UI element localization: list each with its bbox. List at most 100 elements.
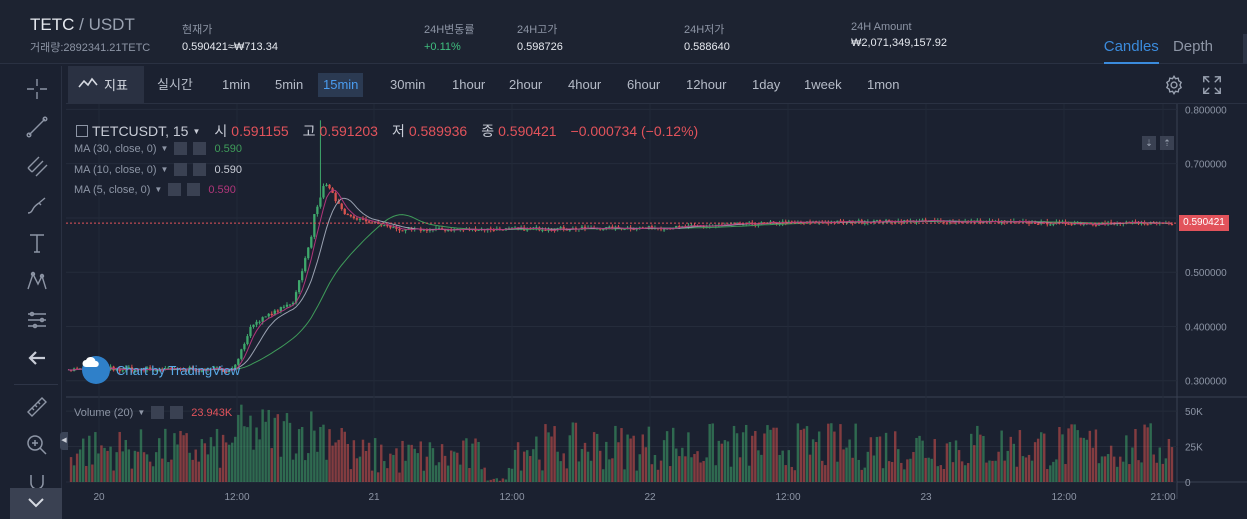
- volume-bar: [1112, 456, 1116, 482]
- volume-bar: [702, 461, 705, 482]
- pattern-icon[interactable]: [24, 268, 50, 294]
- volume-bar: [459, 464, 462, 482]
- volume-bar: [869, 437, 873, 482]
- back-arrow-icon[interactable]: [24, 345, 50, 371]
- brush-icon[interactable]: [24, 192, 50, 218]
- volume-bar: [212, 446, 216, 482]
- settings-gear-icon[interactable]: [1163, 74, 1185, 96]
- volume-bar: [626, 434, 629, 482]
- volume-bar: [148, 461, 152, 482]
- volume-bar: [851, 457, 854, 482]
- volume-bar: [112, 470, 115, 482]
- volume-close-icon[interactable]: [170, 406, 184, 419]
- volume-bar: [994, 460, 997, 482]
- fullscreen-icon[interactable]: [1201, 74, 1223, 96]
- ma10-settings-icon[interactable]: [174, 163, 188, 176]
- interval-2hour[interactable]: 2hour: [509, 77, 543, 92]
- candle-body: [282, 306, 286, 308]
- volume-bar: [325, 459, 328, 482]
- volume-bar: [1131, 447, 1134, 482]
- ma30-dropdown-icon[interactable]: ▼: [160, 144, 169, 153]
- ma5-dropdown-icon[interactable]: ▼: [154, 185, 163, 194]
- volume-bar: [276, 414, 280, 482]
- trendline-icon[interactable]: [24, 114, 50, 140]
- volume-bar: [544, 424, 547, 482]
- volume-bar: [352, 440, 356, 482]
- panel-toggle-tab[interactable]: ◀: [60, 432, 68, 450]
- candle-body: [194, 369, 197, 372]
- candlestick-chart[interactable]: 0.8000000.7000000.6000000.5000000.400000…: [66, 104, 1247, 519]
- interval-1day[interactable]: 1day: [752, 77, 781, 92]
- ma30-settings-icon[interactable]: [174, 142, 188, 155]
- indicators-button[interactable]: 지표: [68, 66, 144, 103]
- ma10-dropdown-icon[interactable]: ▼: [160, 165, 169, 174]
- volume-settings-icon[interactable]: [151, 406, 165, 419]
- ma10-close-icon[interactable]: [193, 163, 207, 176]
- volume-bar: [246, 427, 249, 482]
- volume-bar: [878, 436, 882, 482]
- volume-bar: [161, 458, 164, 482]
- zoom-in-icon[interactable]: [24, 432, 50, 458]
- ruler-icon[interactable]: [24, 394, 50, 420]
- interval-12hour[interactable]: 12hour: [686, 77, 727, 92]
- prediction-icon[interactable]: [24, 307, 50, 333]
- interval-6hour[interactable]: 6hour: [627, 77, 661, 92]
- interval-15min[interactable]: 15min: [318, 73, 364, 97]
- text-icon[interactable]: [24, 230, 50, 256]
- interval-1mon[interactable]: 1mon: [867, 77, 900, 92]
- pitchfork-icon[interactable]: [24, 153, 50, 179]
- interval-1min[interactable]: 1min: [222, 77, 251, 92]
- interval-toolbar: 지표 실시간 1min 5min 15min 30min 1hour 2hour…: [66, 66, 1247, 104]
- volume-bar: [343, 431, 346, 482]
- volume-bar: [1152, 454, 1155, 482]
- interval-5min[interactable]: 5min: [275, 77, 304, 92]
- candle-body: [155, 370, 158, 372]
- interval-1hour[interactable]: 1hour: [452, 77, 486, 92]
- volume-bar: [313, 430, 316, 482]
- volume-bar: [598, 450, 602, 482]
- candle-body: [924, 219, 927, 222]
- interval-4hour[interactable]: 4hour: [568, 77, 602, 92]
- toolbar-collapse-button[interactable]: [10, 488, 62, 519]
- volume-bar: [118, 431, 121, 482]
- volume-bar: [1109, 445, 1113, 482]
- volume-bar: [1170, 447, 1174, 482]
- volume-dropdown-icon[interactable]: ▼: [137, 408, 146, 417]
- volume-bar: [924, 457, 927, 482]
- candle-body: [304, 258, 307, 272]
- tab-depth[interactable]: Depth: [1172, 38, 1213, 55]
- scroll-down-button[interactable]: ⇣: [1142, 136, 1156, 150]
- crosshair-icon[interactable]: [24, 76, 50, 102]
- ma5-legend: MA (5, close, 0) ▼ 0.590: [74, 183, 236, 196]
- volume-bar: [708, 424, 711, 482]
- tab-candles[interactable]: Candles: [1103, 38, 1159, 64]
- ma5-settings-icon[interactable]: [168, 183, 182, 196]
- volume-bar: [224, 442, 228, 482]
- volume-bar: [522, 451, 526, 482]
- time-tick-label: 22: [644, 492, 656, 503]
- scroll-up-button[interactable]: ⇡: [1160, 136, 1174, 150]
- interval-30min[interactable]: 30min: [390, 77, 426, 92]
- candle-body: [270, 313, 273, 316]
- ma5-close-icon[interactable]: [187, 183, 201, 196]
- edge-scrollbar[interactable]: [1243, 34, 1247, 64]
- collapse-legend-icon[interactable]: [76, 125, 88, 137]
- volume-bar: [1116, 466, 1119, 482]
- realtime-button[interactable]: 실시간: [157, 77, 193, 92]
- volume-bar: [1103, 456, 1107, 482]
- candle-body: [337, 201, 340, 204]
- volume-bar: [577, 461, 581, 482]
- candle-body: [279, 307, 283, 312]
- symbol-dropdown-icon[interactable]: ▼: [192, 126, 201, 136]
- interval-1week[interactable]: 1week: [804, 77, 842, 92]
- volume-bar: [1036, 438, 1040, 482]
- ma30-close-icon[interactable]: [193, 142, 207, 155]
- price-tick-label: 0.500000: [1185, 268, 1227, 279]
- volume-bar: [1091, 447, 1095, 482]
- volume-bar: [839, 424, 842, 482]
- chart-area[interactable]: 0.8000000.7000000.6000000.5000000.400000…: [66, 104, 1247, 519]
- volume-bar: [188, 452, 191, 482]
- volume-bar: [1043, 433, 1046, 482]
- candle-body: [757, 224, 760, 226]
- candle-body: [404, 229, 407, 231]
